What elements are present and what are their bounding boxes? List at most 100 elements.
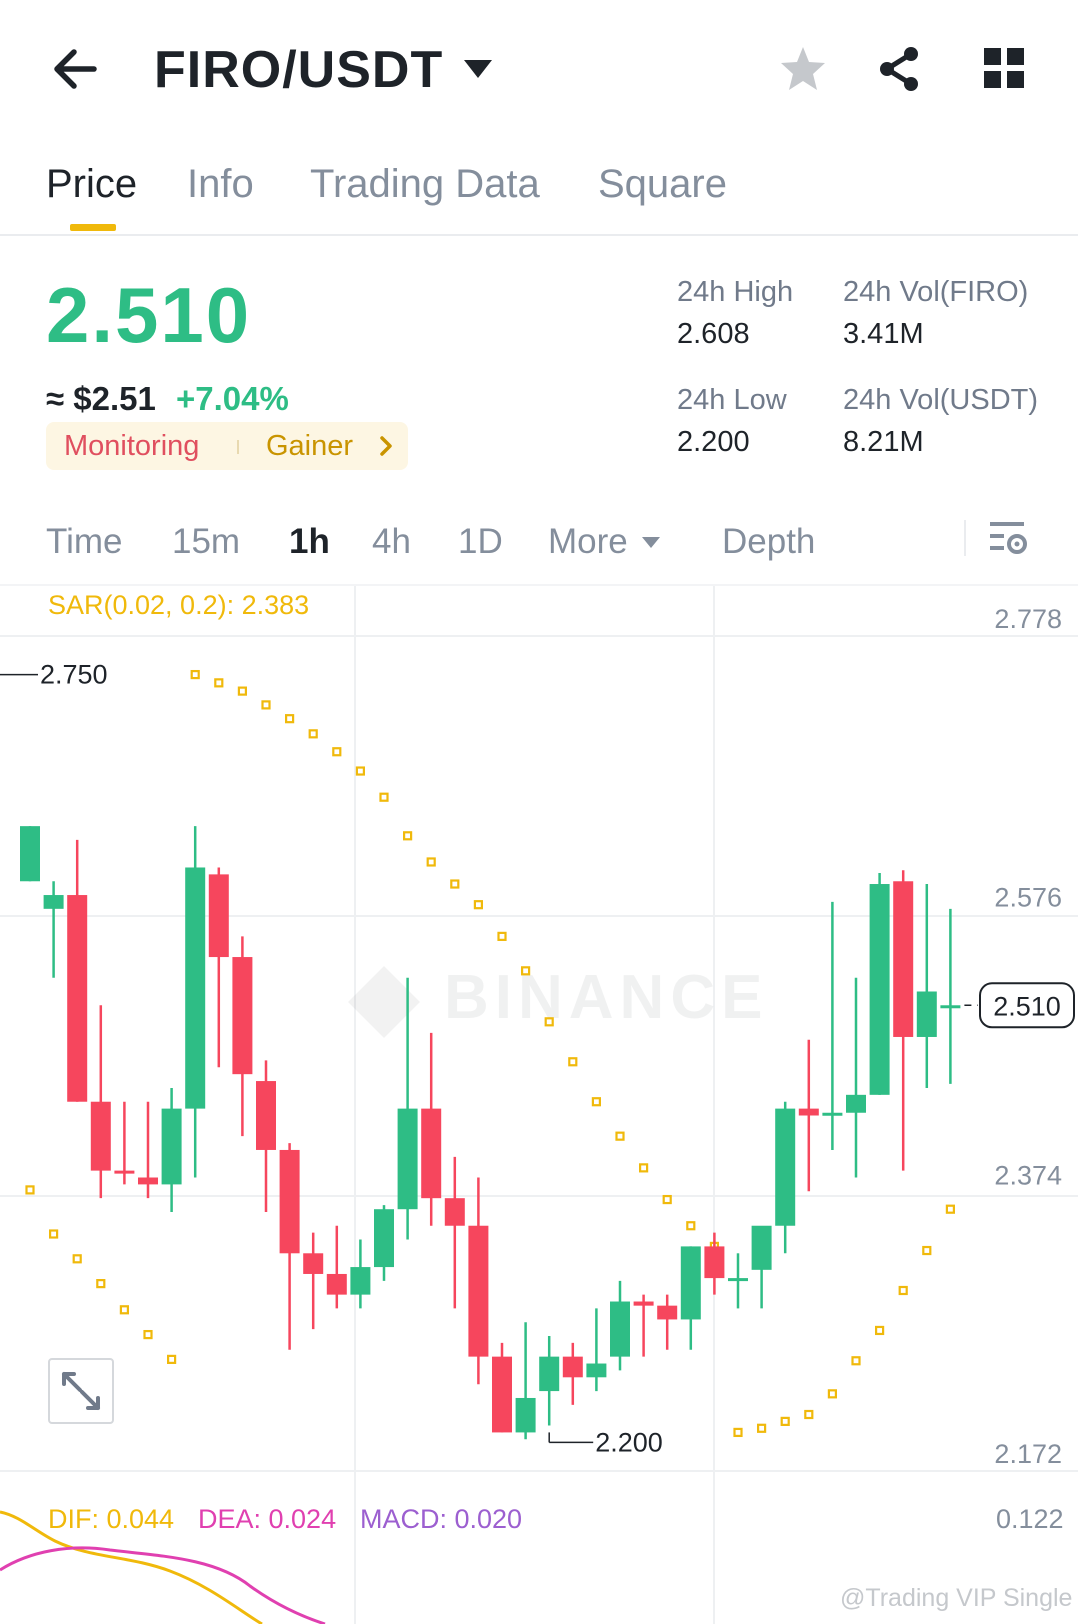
sar-dot bbox=[662, 1194, 672, 1205]
tag-gainer[interactable]: Gainer bbox=[266, 430, 354, 462]
dea-label: DEA: 0.024 bbox=[198, 1504, 337, 1534]
candle-body bbox=[539, 1356, 560, 1392]
share-icon[interactable] bbox=[874, 44, 924, 94]
grid-menu-icon[interactable] bbox=[982, 46, 1026, 90]
candle-body bbox=[303, 1253, 324, 1274]
candle bbox=[444, 1156, 465, 1309]
candle bbox=[680, 1246, 701, 1350]
star-icon[interactable] bbox=[778, 44, 828, 94]
expand-fullscreen-button[interactable] bbox=[48, 1358, 114, 1424]
sar-dot bbox=[308, 729, 318, 739]
high-value: 2.608 bbox=[677, 318, 750, 350]
candle-body bbox=[798, 1108, 819, 1116]
sar-dot bbox=[25, 1185, 35, 1195]
candle-body bbox=[90, 1101, 111, 1171]
candle-body bbox=[728, 1278, 748, 1282]
chart-settings-icon[interactable] bbox=[988, 516, 1028, 560]
sar-dot bbox=[403, 831, 413, 841]
sar-dot bbox=[497, 931, 507, 941]
chart-canvas[interactable]: BINANCE 2.7782.5762.3742.1722.7502.2002.… bbox=[0, 586, 1078, 1624]
caret-down-icon[interactable] bbox=[462, 56, 494, 82]
candle-body bbox=[680, 1246, 701, 1320]
vol-quote-value: 8.21M bbox=[843, 426, 924, 458]
back-arrow-icon[interactable] bbox=[48, 40, 108, 100]
interval-depth[interactable]: Depth bbox=[722, 522, 816, 561]
sar-dot bbox=[804, 1409, 814, 1420]
candle-body bbox=[562, 1356, 583, 1378]
sar-dot bbox=[355, 766, 365, 776]
candle bbox=[610, 1280, 630, 1371]
candle bbox=[869, 872, 890, 1095]
candle bbox=[232, 936, 253, 1137]
interval-1h[interactable]: 1h bbox=[289, 522, 330, 561]
macd-lines bbox=[0, 1510, 326, 1624]
candle bbox=[67, 839, 88, 1102]
sar-indicator-label: SAR(0.02, 0.2): 2.383 bbox=[48, 590, 310, 620]
interval-4h[interactable]: 4h bbox=[372, 522, 411, 561]
candle-body bbox=[751, 1225, 772, 1270]
tag-divider bbox=[237, 440, 239, 454]
y-tick-label: 2.172 bbox=[994, 1439, 1062, 1469]
interval-1d[interactable]: 1D bbox=[458, 522, 503, 561]
candle-body bbox=[208, 874, 229, 958]
candle-body bbox=[704, 1246, 725, 1279]
active-tab-indicator bbox=[70, 224, 116, 231]
candle bbox=[657, 1294, 678, 1350]
interval-15m[interactable]: 15m bbox=[172, 522, 241, 561]
candle-body bbox=[775, 1108, 796, 1226]
candle bbox=[114, 1101, 135, 1185]
tag-monitoring[interactable]: Monitoring bbox=[64, 430, 200, 462]
sar-dot bbox=[922, 1245, 932, 1256]
trading-pair-title[interactable]: FIRO/USDT bbox=[154, 41, 444, 99]
sar-dot bbox=[520, 966, 531, 976]
candle bbox=[421, 1032, 442, 1226]
candle-body bbox=[869, 884, 890, 1095]
candle-body bbox=[20, 826, 40, 882]
y-tick-label: 2.374 bbox=[994, 1161, 1062, 1191]
sar-dot bbox=[285, 714, 295, 724]
sar-dot bbox=[544, 1017, 554, 1027]
last-price-tag bbox=[979, 982, 1075, 1029]
min-marker-label: 2.200 bbox=[595, 1427, 663, 1457]
candle bbox=[822, 901, 843, 1150]
candle-body bbox=[492, 1356, 512, 1433]
sar-dot bbox=[48, 1229, 59, 1239]
candle bbox=[43, 881, 64, 978]
tag-badges[interactable]: Monitoring Gainer bbox=[46, 422, 408, 470]
last-price: 2.510 bbox=[46, 271, 252, 359]
tab-trading-data[interactable]: Trading Data bbox=[310, 162, 540, 206]
candle-body bbox=[822, 1112, 843, 1116]
tab-square[interactable]: Square bbox=[598, 162, 727, 206]
candle-body bbox=[256, 1081, 276, 1150]
candle-body bbox=[374, 1209, 394, 1268]
candle-body bbox=[610, 1301, 630, 1357]
candle bbox=[492, 1342, 512, 1433]
chart-grid bbox=[0, 586, 1078, 1624]
sar-dot bbox=[261, 700, 271, 710]
interval-time[interactable]: Time bbox=[46, 522, 123, 561]
candle bbox=[161, 1087, 182, 1212]
sar-dot bbox=[898, 1285, 908, 1296]
candle-body bbox=[185, 867, 206, 1109]
tab-price[interactable]: Price bbox=[46, 162, 138, 206]
sar-dot bbox=[591, 1097, 602, 1107]
more-caret-icon[interactable] bbox=[641, 536, 661, 550]
candle-body bbox=[846, 1094, 866, 1113]
chevron-right-icon bbox=[376, 434, 396, 458]
sar-dot bbox=[214, 678, 224, 688]
candle bbox=[798, 1039, 819, 1192]
tab-info[interactable]: Info bbox=[187, 162, 254, 206]
candlestick-chart[interactable]: BINANCE 2.778 2.576 2.374 2.172 2.750 2.200 2.… bbox=[0, 586, 1078, 1624]
candle-body bbox=[893, 881, 914, 1037]
candle bbox=[185, 826, 206, 1178]
candle bbox=[751, 1225, 772, 1309]
sar-dot bbox=[756, 1423, 767, 1433]
candle-body bbox=[468, 1225, 489, 1357]
y-tick-label: 2.576 bbox=[994, 882, 1062, 912]
sar-dot bbox=[615, 1131, 625, 1141]
price-axis: 2.778 2.576 2.374 2.172 2.750 2.200 2.510 bbox=[0, 604, 1075, 1469]
interval-more[interactable]: More bbox=[548, 522, 628, 561]
candle bbox=[704, 1232, 725, 1295]
sar-dot bbox=[780, 1416, 790, 1426]
sar-dot bbox=[167, 1354, 177, 1364]
